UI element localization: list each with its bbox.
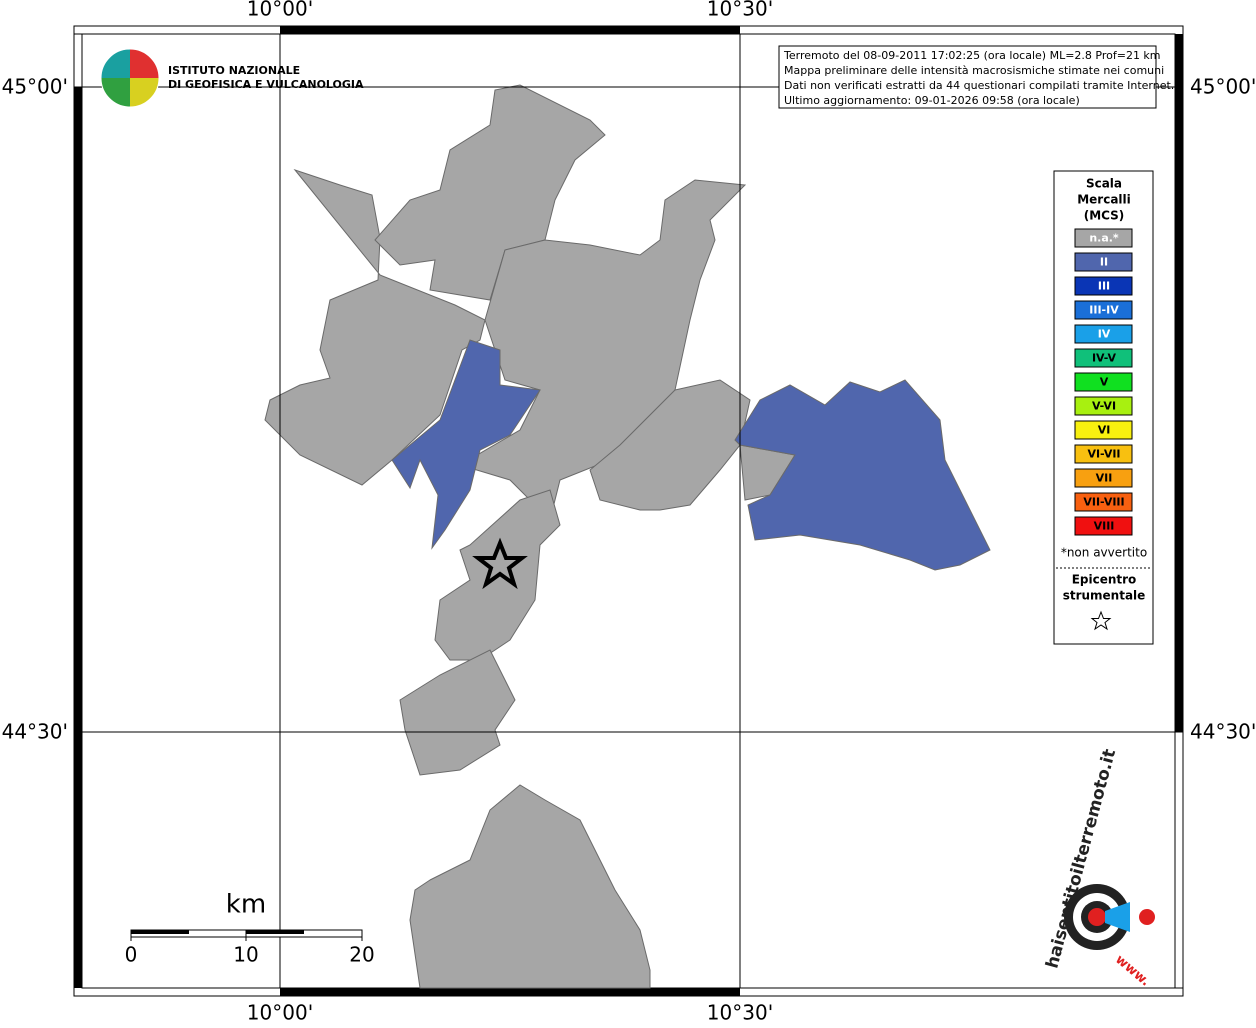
legend-label: VI xyxy=(1098,424,1111,437)
legend-label: III-IV xyxy=(1089,304,1119,317)
legend-label: IV xyxy=(1098,328,1111,341)
lat-label: 44°30' xyxy=(2,720,68,744)
frame-bars xyxy=(73,26,1184,996)
legend-label: VI-VII xyxy=(1087,448,1120,461)
legend-epicenter: Epicentro xyxy=(1072,573,1137,587)
legend-label: VIII xyxy=(1094,520,1115,533)
legend-swatch xyxy=(1074,252,1133,272)
regions xyxy=(264,84,991,989)
region-ii xyxy=(734,379,991,571)
region xyxy=(589,379,751,511)
logo-text: DI GEOFISICA E VULCANOLOGIA xyxy=(168,78,364,91)
info-box xyxy=(778,45,1157,109)
legend-swatch xyxy=(1074,468,1133,488)
logo-text: ISTITUTO NAZIONALE xyxy=(168,64,300,77)
legend-swatch xyxy=(1074,396,1133,416)
lon-label: 10°00' xyxy=(247,0,313,21)
legend-swatch xyxy=(1074,372,1133,392)
lat-label: 44°30' xyxy=(1190,720,1256,744)
legend-swatch xyxy=(1074,492,1133,512)
legend-swatch xyxy=(1074,516,1133,536)
region-ii xyxy=(391,339,541,550)
scale-label: 0 xyxy=(125,943,138,967)
scale-unit: km xyxy=(226,890,266,920)
graticule xyxy=(82,34,1175,988)
legend-label: III xyxy=(1098,280,1110,293)
lat-label: 45°00' xyxy=(1190,75,1256,99)
lon-label: 10°00' xyxy=(247,1001,313,1025)
legend-label: V-VI xyxy=(1092,400,1116,413)
info-line: Terremoto del 08-09-2011 17:02:25 (ora l… xyxy=(783,49,1161,62)
info-line: Mappa preliminare delle intensità macros… xyxy=(784,64,1164,77)
legend-label: V xyxy=(1100,376,1109,389)
legend-label: n.a.* xyxy=(1089,232,1119,245)
legend-label: IV-V xyxy=(1092,352,1117,365)
region xyxy=(399,649,516,776)
legend-label: VII xyxy=(1096,472,1113,485)
legend-swatch xyxy=(1074,444,1133,464)
epicenter-star xyxy=(472,537,528,590)
region xyxy=(409,784,651,989)
region xyxy=(264,168,486,486)
scale-label: 20 xyxy=(349,943,374,967)
legend-epicenter: strumentale xyxy=(1063,589,1146,603)
lon-label: 10°30' xyxy=(707,1001,773,1025)
legend-swatch xyxy=(1074,276,1133,296)
legend-title: Mercalli xyxy=(1077,193,1131,207)
legend-title: Scala xyxy=(1086,177,1122,191)
info-line: Dati non verificati estratti da 44 quest… xyxy=(784,79,1174,92)
scale-bar: km 0 10 20 xyxy=(125,890,375,967)
lat-label: 45°00' xyxy=(2,75,68,99)
lon-label: 10°30' xyxy=(707,0,773,21)
legend-swatch xyxy=(1074,300,1133,320)
legend-title: (MCS) xyxy=(1084,209,1125,223)
legend-swatch xyxy=(1074,348,1133,368)
legend-swatch xyxy=(1074,228,1133,248)
legend-star xyxy=(1090,610,1112,631)
legend-swatch xyxy=(1074,420,1133,440)
scale-label: 10 xyxy=(233,943,258,967)
legend-label: II xyxy=(1100,256,1108,269)
legend-label: VII-VIII xyxy=(1083,496,1124,509)
legend-swatch xyxy=(1074,324,1133,344)
ingv-logo: ISTITUTO NAZIONALE DI GEOFISICA E VULCAN… xyxy=(100,48,364,108)
legend-note: *non avvertito xyxy=(1061,546,1147,560)
info-line: Ultimo aggiornamento: 09-01-2026 09:58 (… xyxy=(784,94,1080,107)
inner-frame xyxy=(81,33,1176,989)
region xyxy=(374,84,606,301)
